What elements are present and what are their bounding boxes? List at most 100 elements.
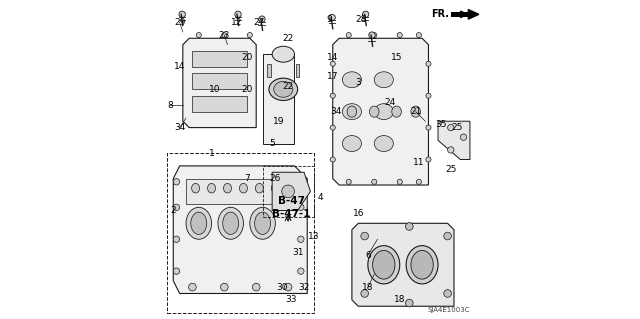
Text: 20: 20 xyxy=(241,85,252,94)
Ellipse shape xyxy=(191,212,207,234)
Ellipse shape xyxy=(186,207,212,239)
Polygon shape xyxy=(352,223,454,306)
Circle shape xyxy=(259,16,265,22)
Circle shape xyxy=(361,232,369,240)
Circle shape xyxy=(298,236,304,242)
Bar xyxy=(186,179,294,204)
Circle shape xyxy=(235,11,241,18)
Ellipse shape xyxy=(271,183,279,193)
Text: 19: 19 xyxy=(273,117,284,126)
Circle shape xyxy=(397,33,403,38)
Ellipse shape xyxy=(342,72,362,88)
Ellipse shape xyxy=(207,183,216,193)
Ellipse shape xyxy=(239,183,248,193)
Bar xyxy=(167,153,314,313)
Polygon shape xyxy=(333,38,428,185)
Circle shape xyxy=(221,33,227,38)
Text: 21: 21 xyxy=(410,107,421,116)
Ellipse shape xyxy=(223,183,232,193)
Circle shape xyxy=(426,125,431,130)
Ellipse shape xyxy=(374,72,394,88)
Text: 35: 35 xyxy=(435,120,447,129)
Circle shape xyxy=(330,125,335,130)
Text: 9: 9 xyxy=(326,15,332,24)
Circle shape xyxy=(372,33,377,38)
Circle shape xyxy=(406,299,413,307)
Bar xyxy=(193,96,246,112)
Text: SJA4E1003C: SJA4E1003C xyxy=(428,307,470,313)
Circle shape xyxy=(447,124,454,131)
Ellipse shape xyxy=(369,106,379,117)
Polygon shape xyxy=(468,10,479,19)
Circle shape xyxy=(298,204,304,211)
Circle shape xyxy=(173,268,180,274)
Text: 6: 6 xyxy=(365,251,371,260)
Bar xyxy=(262,166,314,217)
Text: 1: 1 xyxy=(209,149,214,158)
Circle shape xyxy=(346,33,351,38)
Text: 16: 16 xyxy=(353,209,364,218)
Text: 34: 34 xyxy=(330,107,342,116)
Polygon shape xyxy=(451,12,472,17)
Ellipse shape xyxy=(411,106,420,117)
Ellipse shape xyxy=(272,46,294,62)
Bar xyxy=(193,73,246,89)
Bar xyxy=(262,54,294,144)
Ellipse shape xyxy=(368,246,400,284)
Ellipse shape xyxy=(255,212,271,234)
Polygon shape xyxy=(438,121,470,160)
Circle shape xyxy=(444,290,451,297)
Ellipse shape xyxy=(411,250,433,279)
Circle shape xyxy=(426,93,431,98)
Ellipse shape xyxy=(374,104,394,120)
Circle shape xyxy=(282,185,294,198)
Bar xyxy=(296,64,300,77)
Ellipse shape xyxy=(191,183,200,193)
Text: 31: 31 xyxy=(292,248,303,256)
Circle shape xyxy=(284,283,292,291)
Text: 15: 15 xyxy=(391,53,403,62)
Circle shape xyxy=(330,157,335,162)
Circle shape xyxy=(417,179,422,184)
Text: 2: 2 xyxy=(170,206,176,215)
Circle shape xyxy=(330,93,335,98)
Polygon shape xyxy=(173,166,307,293)
Text: 17: 17 xyxy=(327,72,339,81)
Circle shape xyxy=(447,147,454,153)
Circle shape xyxy=(369,32,375,38)
Text: 33: 33 xyxy=(285,295,297,304)
Text: 8: 8 xyxy=(167,101,173,110)
Ellipse shape xyxy=(269,78,298,100)
Circle shape xyxy=(220,283,228,291)
Circle shape xyxy=(179,11,186,18)
Circle shape xyxy=(406,223,413,230)
Ellipse shape xyxy=(342,104,362,120)
Text: 29: 29 xyxy=(174,18,186,27)
Text: 22: 22 xyxy=(282,34,294,43)
Circle shape xyxy=(346,179,351,184)
Text: B-47: B-47 xyxy=(278,196,305,206)
Text: 27: 27 xyxy=(253,18,265,27)
Circle shape xyxy=(189,283,196,291)
Text: 14: 14 xyxy=(327,53,339,62)
Circle shape xyxy=(372,179,377,184)
Circle shape xyxy=(426,61,431,66)
Text: 5: 5 xyxy=(269,139,275,148)
Text: 32: 32 xyxy=(298,283,310,292)
Text: 18: 18 xyxy=(362,283,374,292)
Text: 18: 18 xyxy=(394,295,406,304)
Text: 10: 10 xyxy=(209,85,220,94)
Text: FR.: FR. xyxy=(431,9,449,19)
Text: B-47-1: B-47-1 xyxy=(272,209,310,219)
Ellipse shape xyxy=(250,207,275,239)
Polygon shape xyxy=(272,172,310,211)
Text: 28: 28 xyxy=(356,15,367,24)
Circle shape xyxy=(329,14,335,21)
Ellipse shape xyxy=(218,207,243,239)
Bar xyxy=(268,64,271,77)
Text: 24: 24 xyxy=(385,98,396,107)
Ellipse shape xyxy=(374,136,394,152)
Ellipse shape xyxy=(274,81,293,97)
Ellipse shape xyxy=(223,212,239,234)
Text: 34: 34 xyxy=(174,123,186,132)
